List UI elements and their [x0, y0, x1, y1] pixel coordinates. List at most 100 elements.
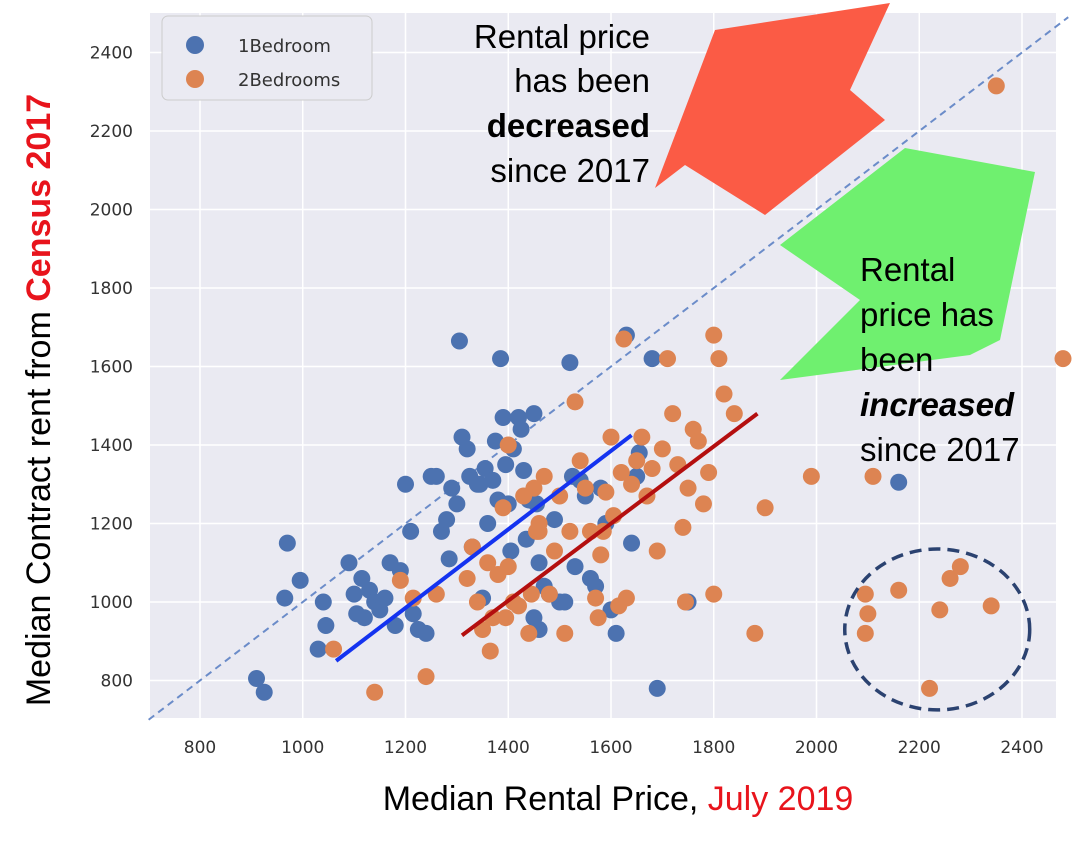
- point-2bedrooms: [689, 432, 707, 450]
- point-2bedrooms: [756, 499, 774, 517]
- point-2bedrooms: [715, 385, 733, 403]
- point-1bedroom: [345, 585, 363, 603]
- point-1bedroom: [402, 522, 420, 540]
- trend-lines: [334, 412, 759, 663]
- x-tick-label: 800: [184, 738, 216, 758]
- point-1bedroom: [648, 679, 666, 697]
- point-1bedroom: [448, 495, 466, 513]
- point-2bedrooms: [497, 609, 515, 627]
- ann-right-highlight: increased: [860, 386, 1015, 423]
- data-points: [248, 77, 1072, 701]
- x-tick-label: 1000: [281, 738, 324, 758]
- legend-marker-2bedrooms: [186, 70, 204, 88]
- ann-top-line1: Rental price: [474, 18, 650, 55]
- point-1bedroom: [309, 640, 327, 658]
- point-1bedroom: [404, 605, 422, 623]
- y-tick-label: 800: [101, 672, 133, 692]
- y-tick-label: 2000: [90, 201, 133, 221]
- point-1bedroom: [566, 558, 584, 576]
- point-1bedroom: [515, 462, 533, 480]
- y-tick-label: 1000: [90, 593, 133, 613]
- y-tick-label: 1600: [90, 358, 133, 378]
- tick-labels: 800 1000 1200 1400 1600 1800 2000 2200 2400 800 10…: [90, 44, 1044, 759]
- point-2bedrooms: [494, 499, 512, 517]
- ann-right-line5: since 2017: [860, 431, 1020, 468]
- point-1bedroom: [458, 440, 476, 458]
- point-2bedrooms: [520, 624, 538, 642]
- point-2bedrooms: [404, 589, 422, 607]
- point-1bedroom: [484, 471, 502, 489]
- point-2bedrooms: [1054, 350, 1072, 368]
- x-tick-label: 1200: [384, 738, 427, 758]
- point-2bedrooms: [499, 558, 517, 576]
- point-2bedrooms: [982, 597, 1000, 615]
- point-1bedroom: [376, 589, 394, 607]
- point-2bedrooms: [864, 467, 882, 485]
- point-1bedroom: [607, 624, 625, 642]
- point-2bedrooms: [643, 460, 661, 478]
- y-tick-label: 2200: [90, 122, 133, 142]
- y-tick-label: 1800: [90, 279, 133, 299]
- point-2bedrooms: [921, 679, 939, 697]
- point-1bedroom: [545, 511, 563, 529]
- trend-line: [460, 412, 759, 637]
- point-1bedroom: [314, 593, 332, 611]
- point-1bedroom: [494, 409, 512, 427]
- point-2bedrooms: [540, 585, 558, 603]
- point-1bedroom: [587, 577, 605, 595]
- point-1bedroom: [438, 511, 456, 529]
- annotation-increased: Rental price has been increased since 20…: [860, 251, 1020, 468]
- point-1bedroom: [443, 479, 461, 497]
- point-1bedroom: [248, 670, 266, 688]
- point-2bedrooms: [391, 571, 409, 589]
- point-1bedroom: [417, 624, 435, 642]
- y-axis-title-main: Median Contract rent from: [20, 302, 58, 706]
- legend-marker-1bedroom: [186, 36, 204, 54]
- x-tick-label: 2200: [898, 738, 941, 758]
- point-2bedrooms: [987, 77, 1005, 95]
- point-2bedrooms: [510, 597, 528, 615]
- point-2bedrooms: [417, 668, 435, 686]
- point-2bedrooms: [628, 452, 646, 470]
- point-2bedrooms: [592, 546, 610, 564]
- ann-right-line1: Rental: [860, 251, 955, 288]
- y-tick-label: 2400: [90, 44, 133, 64]
- point-2bedrooms: [561, 522, 579, 540]
- x-axis-title: Median Rental Price, July 2019: [383, 780, 854, 818]
- ann-right-line2: price has: [860, 296, 994, 333]
- point-2bedrooms: [856, 624, 874, 642]
- point-2bedrooms: [931, 601, 949, 619]
- point-2bedrooms: [525, 479, 543, 497]
- point-1bedroom: [276, 589, 294, 607]
- identity-line: [148, 16, 1069, 721]
- annotation-decreased: Rental price has been decreased since 20…: [474, 18, 650, 189]
- point-2bedrooms: [587, 589, 605, 607]
- point-2bedrooms: [597, 483, 615, 501]
- point-1bedroom: [340, 554, 358, 572]
- point-1bedroom: [643, 350, 661, 368]
- point-1bedroom: [525, 405, 543, 423]
- x-tick-label: 1600: [589, 738, 632, 758]
- point-2bedrooms: [522, 585, 540, 603]
- point-2bedrooms: [366, 683, 384, 701]
- point-1bedroom: [450, 332, 468, 350]
- point-2bedrooms: [659, 350, 677, 368]
- point-2bedrooms: [617, 589, 635, 607]
- point-2bedrooms: [481, 642, 499, 660]
- arrow-down-right-shape: [780, 148, 1035, 380]
- x-tick-label: 2000: [795, 738, 838, 758]
- point-2bedrooms: [535, 467, 553, 485]
- point-2bedrooms: [325, 640, 343, 658]
- point-2bedrooms: [571, 452, 589, 470]
- point-2bedrooms: [664, 405, 682, 423]
- point-2bedrooms: [499, 436, 517, 454]
- point-1bedroom: [427, 467, 445, 485]
- point-2bedrooms: [530, 522, 548, 540]
- point-2bedrooms: [679, 479, 697, 497]
- ann-top-highlight: decreased: [487, 107, 650, 144]
- point-2bedrooms: [653, 440, 671, 458]
- point-2bedrooms: [545, 542, 563, 560]
- point-2bedrooms: [941, 569, 959, 587]
- point-2bedrooms: [710, 350, 728, 368]
- point-2bedrooms: [566, 393, 584, 411]
